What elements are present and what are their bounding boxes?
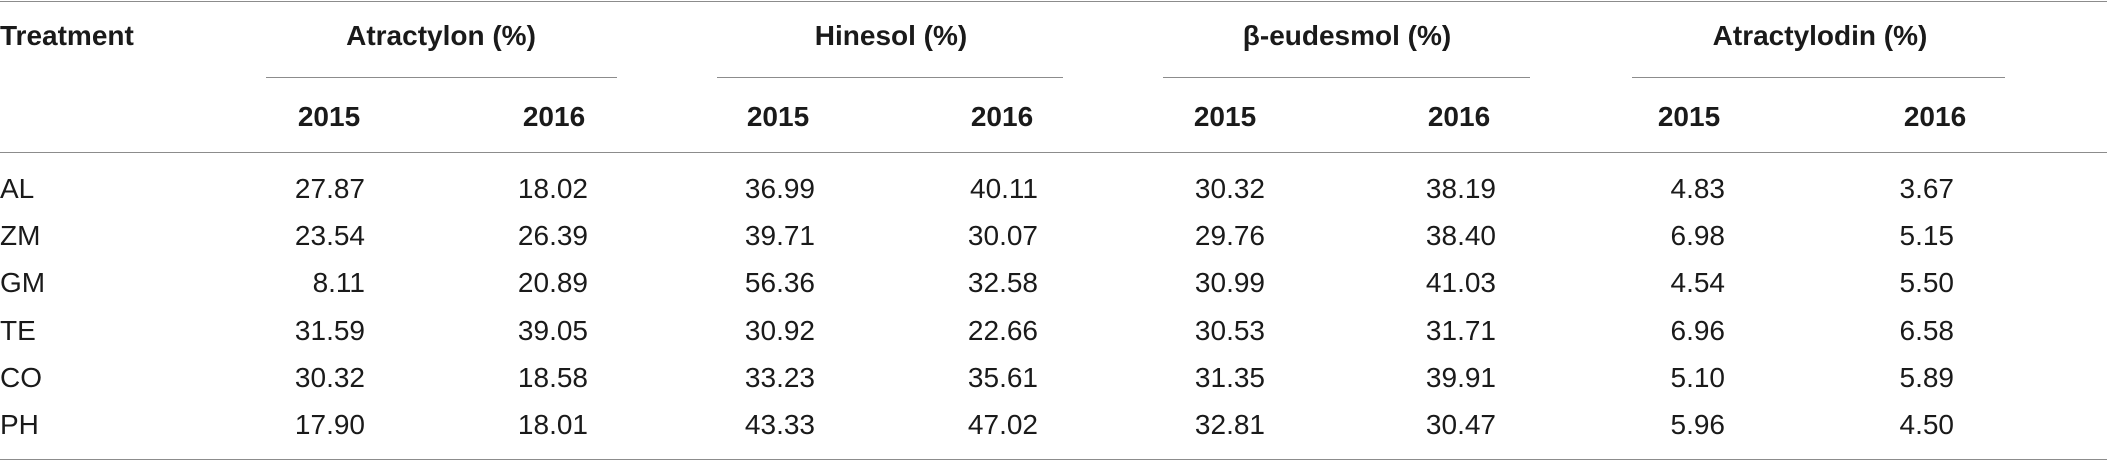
value-cell: 30.99: [1194, 267, 1265, 298]
value-cell: 22.66: [967, 315, 1038, 346]
value-cell: 17.90: [294, 409, 365, 440]
group-underline-hinesol: [717, 77, 1063, 78]
value-cell: 5.15: [1899, 220, 1955, 251]
year-header: 2016: [1903, 101, 1967, 132]
value-cell: 18.58: [517, 362, 588, 393]
value-cell: 31.71: [1425, 315, 1496, 346]
treatment-cell: ZM: [0, 220, 41, 251]
table-bottom-rule: [0, 459, 2107, 460]
value-cell: 56.36: [744, 267, 815, 298]
year-header: 2015: [746, 101, 810, 132]
value-cell: 39.71: [744, 220, 815, 251]
treatment-cell: GM: [0, 267, 46, 298]
treatment-cell: PH: [0, 409, 39, 440]
value-cell: 31.35: [1194, 362, 1265, 393]
value-cell: 3.67: [1899, 173, 1955, 204]
group-header-beta-eudesmol: β-eudesmol (%): [1242, 20, 1452, 51]
value-cell: 4.50: [1899, 409, 1955, 440]
value-cell: 27.87: [294, 173, 365, 204]
value-cell: 30.32: [1194, 173, 1265, 204]
treatment-cell: TE: [0, 315, 36, 346]
treatment-cell: AL: [0, 173, 35, 204]
value-cell: 47.02: [967, 409, 1038, 440]
year-header: 2016: [970, 101, 1034, 132]
group-underline-atractylodin: [1632, 77, 2005, 78]
value-cell: 18.02: [517, 173, 588, 204]
value-cell: 4.54: [1670, 267, 1726, 298]
header-bottom-rule: [0, 152, 2107, 153]
table-top-rule: [0, 1, 2107, 2]
value-cell: 6.58: [1899, 315, 1955, 346]
value-cell: 36.99: [744, 173, 815, 204]
value-cell: 8.11: [312, 267, 365, 298]
treatment-cell: CO: [0, 362, 42, 393]
value-cell: 39.05: [517, 315, 588, 346]
value-cell: 5.10: [1670, 362, 1726, 393]
value-cell: 5.50: [1899, 267, 1955, 298]
value-cell: 31.59: [294, 315, 365, 346]
value-cell: 33.23: [744, 362, 815, 393]
treatment-header: Treatment: [0, 20, 134, 51]
value-cell: 30.92: [744, 315, 815, 346]
value-cell: 29.76: [1194, 220, 1265, 251]
value-cell: 40.11: [970, 173, 1038, 204]
group-underline-atractylon: [266, 77, 617, 78]
year-header: 2015: [1193, 101, 1257, 132]
value-cell: 38.40: [1425, 220, 1496, 251]
group-header-atractylodin: Atractylodin (%): [1712, 20, 1928, 51]
value-cell: 5.96: [1670, 409, 1726, 440]
value-cell: 6.96: [1670, 315, 1726, 346]
group-header-hinesol: Hinesol (%): [814, 20, 968, 51]
value-cell: 30.32: [294, 362, 365, 393]
group-header-atractylon: Atractylon (%): [346, 20, 536, 51]
value-cell: 39.91: [1425, 362, 1496, 393]
value-cell: 4.83: [1670, 173, 1726, 204]
value-cell: 30.47: [1425, 409, 1496, 440]
value-cell: 43.33: [744, 409, 815, 440]
value-cell: 23.54: [294, 220, 365, 251]
value-cell: 5.89: [1899, 362, 1955, 393]
value-cell: 38.19: [1425, 173, 1496, 204]
value-cell: 18.01: [517, 409, 588, 440]
group-underline-beta-eudesmol: [1163, 77, 1530, 78]
value-cell: 30.07: [967, 220, 1038, 251]
year-header: 2015: [1657, 101, 1721, 132]
year-header: 2015: [297, 101, 361, 132]
year-header: 2016: [1427, 101, 1491, 132]
value-cell: 35.61: [967, 362, 1038, 393]
year-header: 2016: [522, 101, 586, 132]
value-cell: 32.81: [1194, 409, 1265, 440]
value-cell: 26.39: [517, 220, 588, 251]
value-cell: 32.58: [967, 267, 1038, 298]
value-cell: 30.53: [1194, 315, 1265, 346]
value-cell: 6.98: [1670, 220, 1726, 251]
value-cell: 41.03: [1425, 267, 1496, 298]
value-cell: 20.89: [517, 267, 588, 298]
